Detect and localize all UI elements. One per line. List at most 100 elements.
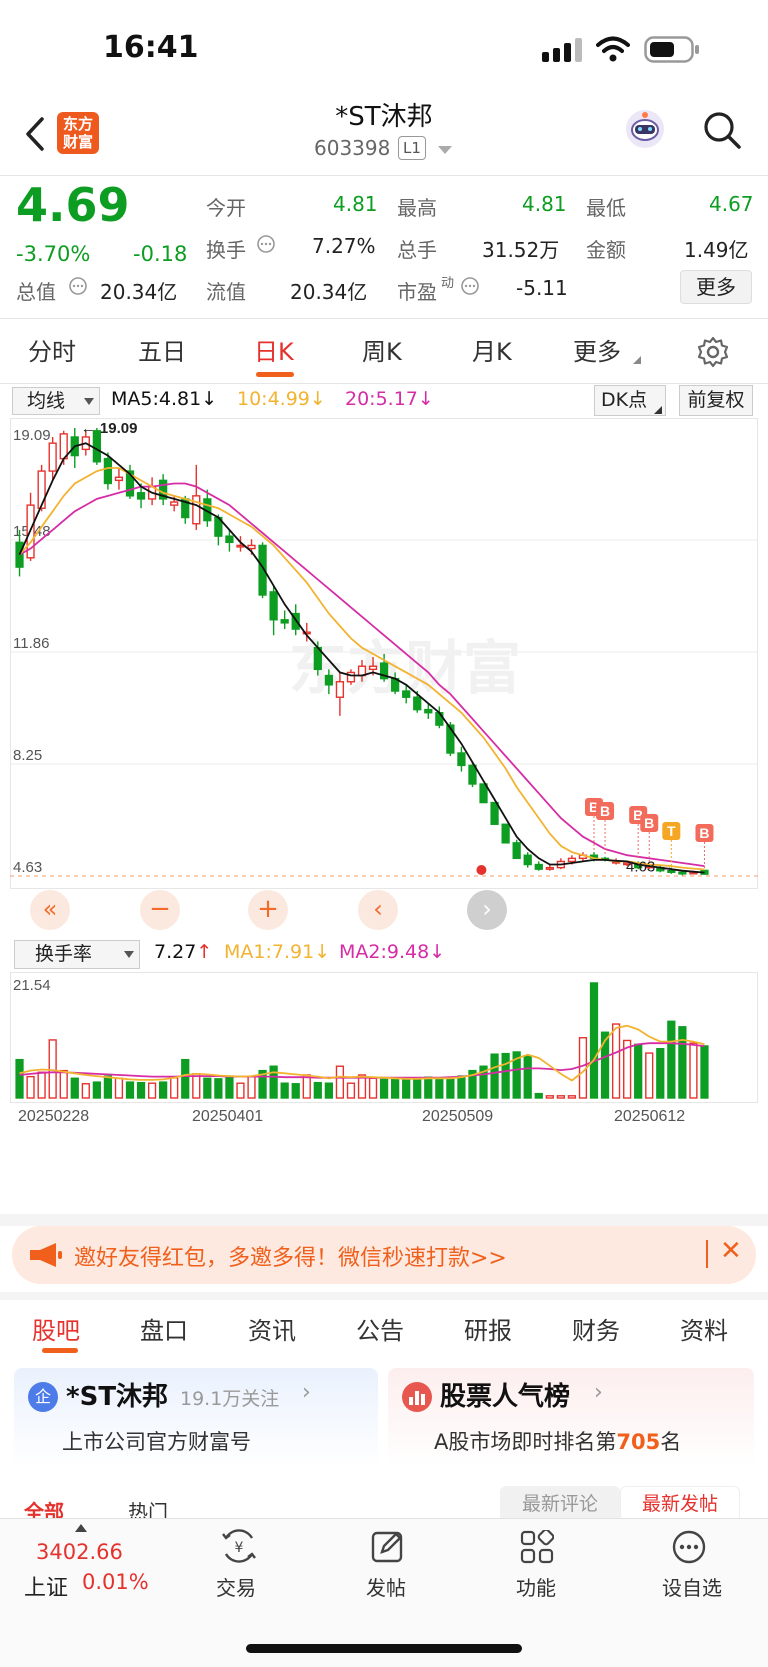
- nav-functions[interactable]: 功能: [502, 1528, 572, 1608]
- tab-more[interactable]: 更多: [573, 338, 621, 366]
- move-right-button[interactable]: ›: [467, 890, 507, 930]
- ma-indicator-select[interactable]: 均线: [12, 387, 100, 415]
- nav-post[interactable]: 发帖: [352, 1528, 422, 1608]
- y-axis-label: 19.09: [13, 427, 51, 444]
- status-time: 16:41: [103, 30, 199, 65]
- index-value[interactable]: 3402.66: [36, 1540, 123, 1564]
- turnover-ma1: MA1:7.91↓: [224, 941, 331, 963]
- candle-body: [623, 862, 632, 866]
- turnover-bar: [600, 1031, 610, 1099]
- turnover-bar: [623, 1039, 632, 1099]
- index-change[interactable]: 0.01%: [82, 1570, 149, 1594]
- back-icon[interactable]: [24, 116, 46, 152]
- move-left-button[interactable]: ‹: [358, 890, 398, 930]
- nav-watchlist[interactable]: 设自选: [652, 1528, 732, 1608]
- popularity-card[interactable]: 股票人气榜 › A股市场即时排名第705名: [388, 1368, 754, 1468]
- candle-body: [424, 708, 433, 714]
- low-label: 最低: [586, 196, 626, 220]
- level-badge[interactable]: L1: [398, 136, 426, 160]
- info-icon[interactable]: [460, 276, 480, 296]
- volume-indicator-select[interactable]: 换手率: [14, 940, 140, 969]
- more-dots-icon: [672, 1530, 706, 1564]
- turnover-ma1-line: [19, 1024, 705, 1082]
- tab-news[interactable]: 资讯: [248, 1317, 296, 1345]
- wifi-icon: [596, 36, 630, 62]
- change-percent: -3.70%: [16, 242, 91, 266]
- trade-yen-icon: ¥: [222, 1529, 256, 1563]
- candle-body: [48, 442, 57, 472]
- adjust-select[interactable]: 前复权: [679, 385, 753, 416]
- turnover-bar: [324, 1082, 333, 1099]
- tab-profile[interactable]: 资料: [680, 1317, 728, 1345]
- caret-up-icon: [75, 1524, 87, 1532]
- turnover-bar: [479, 1065, 488, 1099]
- zoom-left-end-button[interactable]: «: [30, 890, 70, 930]
- tab-daily-k[interactable]: 日K: [254, 338, 294, 366]
- turnover-label: 换手: [206, 238, 246, 262]
- low-value: 4.67: [709, 192, 754, 216]
- ma5-legend: MA5:4.81↓: [111, 388, 218, 410]
- turnover-current: 7.27↑: [154, 941, 213, 963]
- zoom-in-button[interactable]: +: [248, 890, 288, 930]
- turnover-bar: [490, 1053, 499, 1099]
- chevron-right-icon: ›: [594, 1380, 603, 1405]
- tab-research[interactable]: 研报: [464, 1317, 512, 1345]
- candle-body: [258, 544, 267, 596]
- turnover-bar: [368, 1077, 378, 1099]
- tab-finance[interactable]: 财务: [572, 1317, 620, 1345]
- candle-body: [269, 591, 278, 621]
- info-icon[interactable]: [68, 276, 88, 296]
- turnover-ma2: MA2:9.48↓: [339, 941, 446, 963]
- turnover-bar: [203, 1077, 212, 1099]
- index-name[interactable]: 上证: [24, 1576, 69, 1601]
- tab-guba[interactable]: 股吧: [32, 1317, 80, 1345]
- amount-label: 金额: [586, 238, 626, 262]
- candle-body: [678, 871, 687, 875]
- watermark: 东方财富: [289, 636, 521, 701]
- caret-down-icon: [84, 398, 94, 405]
- turnover-bar: [335, 1065, 345, 1099]
- tab-pankou[interactable]: 盘口: [140, 1317, 188, 1345]
- zoom-out-button[interactable]: −: [140, 890, 180, 930]
- sort-latest-post[interactable]: 最新发帖: [620, 1486, 740, 1522]
- signal-badge: [596, 802, 615, 820]
- turnover-bar: [556, 1095, 565, 1099]
- candle-body: [170, 501, 179, 506]
- stock-code: 603398: [314, 136, 391, 160]
- low-marker: 4.63 →: [626, 858, 674, 875]
- signal-label: B: [699, 825, 709, 841]
- company-card[interactable]: 企 *ST沐邦 19.1万关注 › 上市公司官方财富号: [14, 1368, 378, 1468]
- candle-body: [490, 801, 499, 825]
- turnover-bar: [302, 1074, 311, 1099]
- more-button[interactable]: 更多: [680, 270, 752, 304]
- close-icon[interactable]: ✕: [720, 1236, 742, 1266]
- market-cap-label: 总值: [16, 280, 56, 304]
- turnover-value: 7.27%: [312, 234, 376, 258]
- dk-point-select[interactable]: DK点: [594, 385, 666, 416]
- turnover-chart[interactable]: 21.54 20250228 20250401 20250509 20250612: [10, 972, 758, 1204]
- tab-monthly-k[interactable]: 月K: [472, 338, 512, 366]
- popularity-card-title: 股票人气榜: [440, 1382, 571, 1412]
- nav-trade[interactable]: ¥ 交易: [202, 1528, 272, 1608]
- y-axis-label: 4.63: [13, 859, 42, 876]
- tab-five-day[interactable]: 五日: [138, 338, 186, 366]
- sort-latest-comment[interactable]: 最新评论: [500, 1486, 620, 1522]
- turnover-bar: [501, 1052, 510, 1099]
- tab-intraday[interactable]: 分时: [28, 338, 76, 366]
- robot-assistant-icon[interactable]: [624, 108, 666, 150]
- info-icon[interactable]: [256, 234, 276, 254]
- float-cap-label: 流值: [206, 280, 246, 304]
- settings-gear-icon[interactable]: [697, 336, 729, 368]
- turnover-bar: [435, 1078, 444, 1099]
- search-icon[interactable]: [702, 110, 742, 150]
- turnover-bar: [59, 1069, 68, 1099]
- tab-weekly-k[interactable]: 周K: [362, 338, 402, 366]
- active-segment-indicator: [42, 1348, 78, 1353]
- invite-banner[interactable]: 邀好友得红包，多邀多得！微信秒速打款>> ✕: [12, 1226, 756, 1284]
- caret-down-icon[interactable]: [438, 146, 452, 154]
- turnover-bar: [103, 1075, 113, 1099]
- turnover-bar: [424, 1076, 433, 1099]
- tab-announcements[interactable]: 公告: [356, 1317, 404, 1345]
- market-cap-value: 20.34亿: [100, 280, 178, 304]
